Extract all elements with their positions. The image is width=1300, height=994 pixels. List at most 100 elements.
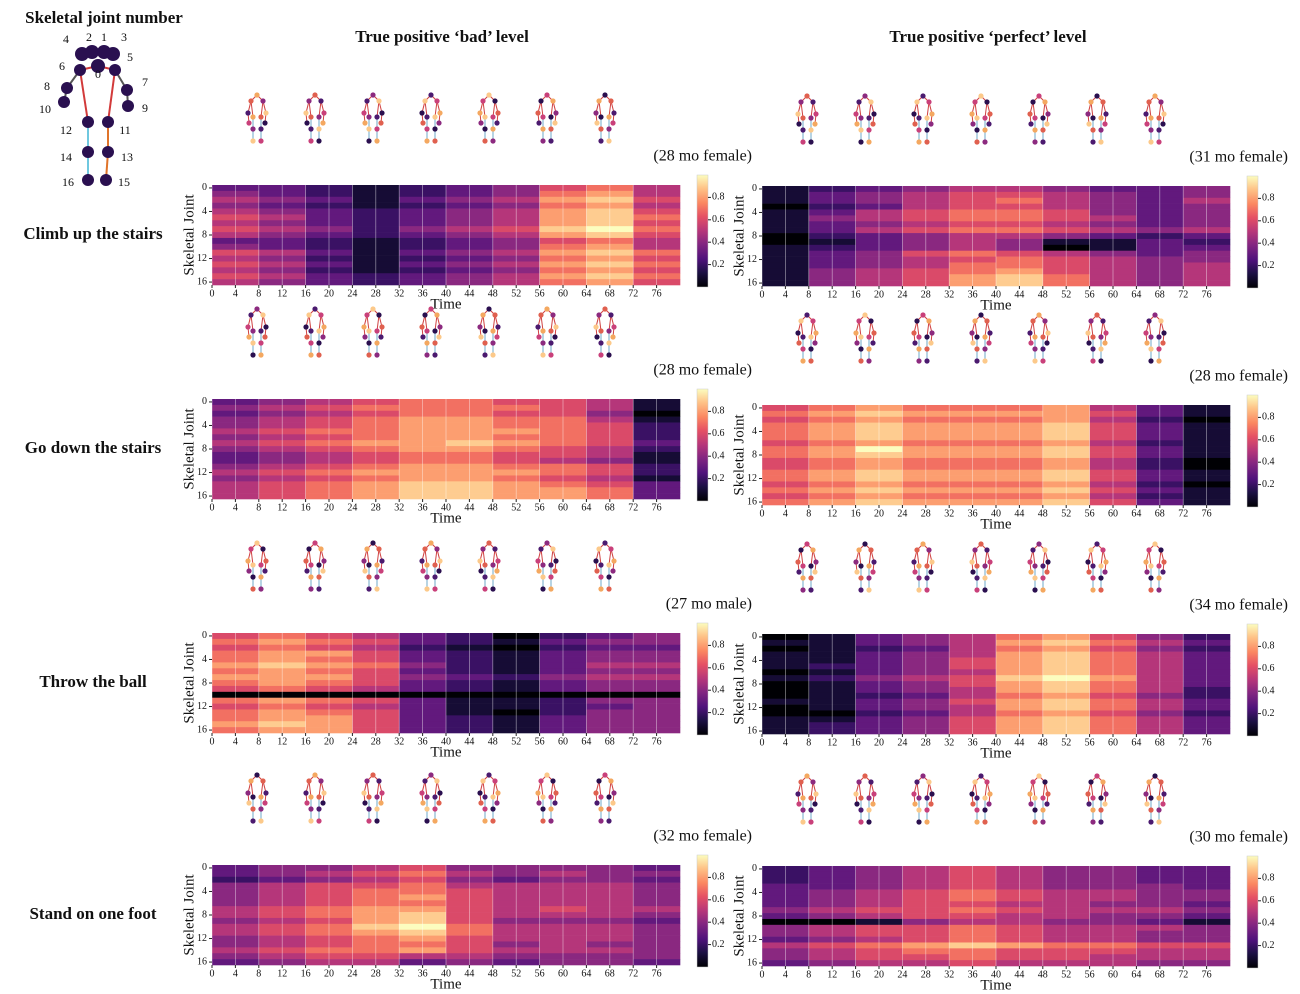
pose-joint — [1045, 559, 1050, 564]
pose-joint — [911, 791, 916, 796]
pose-figure — [361, 306, 384, 357]
x-tick-label: 76 — [1202, 508, 1212, 519]
colorbar-tick-label: 0.6 — [712, 662, 725, 673]
x-tick-label: 44 — [1014, 508, 1024, 519]
pose-figure — [1027, 773, 1050, 824]
x-tick-label: 32 — [944, 508, 954, 519]
pose-joint — [1090, 115, 1095, 120]
pose-joint — [1088, 318, 1093, 323]
pose-joint — [1144, 801, 1149, 806]
pose-joint — [916, 127, 921, 132]
pose-joint — [424, 126, 429, 131]
pose-joint — [548, 562, 553, 567]
pose-joint — [260, 546, 265, 551]
pose-joint — [1090, 139, 1095, 144]
pose-joint — [854, 801, 859, 806]
colorbar-tick-label: 0.6 — [712, 894, 725, 905]
pose-joint — [422, 778, 427, 783]
joint-number: 12 — [60, 123, 72, 137]
pose-joint — [608, 98, 613, 103]
pose-joint — [1040, 819, 1045, 824]
colorbar-tick-label: 0.8 — [1262, 193, 1275, 204]
pose-joint — [928, 340, 933, 345]
pose-joint — [478, 120, 483, 125]
y-tick-label: 0 — [752, 631, 757, 642]
x-tick-label: 36 — [418, 968, 428, 979]
pose-joint — [1098, 587, 1103, 592]
pose-joint — [808, 807, 813, 812]
pose-joint — [1146, 547, 1151, 552]
pose-joint — [424, 818, 429, 823]
colorbar-tick-label: 0.8 — [1262, 641, 1275, 652]
x-tick-label: 20 — [324, 288, 334, 299]
pose-joint — [374, 114, 379, 119]
y-tick-label: 8 — [752, 449, 757, 460]
pose-joint — [535, 324, 540, 329]
pose-joint — [984, 779, 989, 784]
pose-joint — [362, 120, 367, 125]
pose-joint — [800, 575, 805, 580]
pose-joint — [1036, 541, 1041, 546]
pose-joint — [480, 312, 485, 317]
pose-joint — [916, 819, 921, 824]
pose-joint — [928, 121, 933, 126]
pose-joint — [1028, 569, 1033, 574]
pose-joint — [258, 586, 263, 591]
pose-joint — [245, 790, 250, 795]
colorbar-tick-label: 0.2 — [712, 939, 725, 950]
pose-joint — [1090, 563, 1095, 568]
colorbar-tick-label: 0.8 — [1262, 873, 1275, 884]
pose-joint — [494, 334, 499, 339]
x-tick-label: 12 — [827, 737, 837, 748]
x-tick-label: 56 — [535, 968, 545, 979]
x-tick-label: 44 — [1014, 969, 1024, 980]
pose-joint — [245, 110, 250, 115]
x-tick-label: 24 — [897, 289, 907, 300]
pose-joint — [920, 93, 925, 98]
pose-joint — [432, 328, 437, 333]
pose-joint — [912, 801, 917, 806]
pose-joint — [495, 324, 500, 329]
x-tick-label: 48 — [1038, 289, 1048, 300]
pose-joint — [1030, 318, 1035, 323]
x-axis-label: Time — [980, 297, 1011, 313]
pose-joint — [1027, 559, 1032, 564]
pose-joint — [262, 120, 267, 125]
subject-label: (31 mo female) — [1189, 149, 1288, 166]
y-tick-label: 12 — [747, 702, 757, 713]
y-tick-label: 16 — [197, 276, 207, 287]
pose-joint — [246, 800, 251, 805]
pose-joint — [378, 120, 383, 125]
pose-figure — [1143, 93, 1166, 144]
pose-joint — [1156, 795, 1161, 800]
pose-joint — [366, 126, 371, 131]
pose-joint — [312, 540, 317, 545]
y-axis-label: Skeletal Joint — [181, 642, 197, 724]
y-tick-label: 16 — [197, 724, 207, 735]
pose-joint — [596, 98, 601, 103]
pose-joint — [1148, 346, 1153, 351]
pose-joint — [1102, 801, 1107, 806]
x-tick-label: 76 — [652, 968, 662, 979]
pose-joint — [1144, 340, 1149, 345]
pose-joint — [916, 115, 921, 120]
pose-joint — [478, 568, 483, 573]
pose-joint — [924, 563, 929, 568]
x-tick-label: 48 — [1038, 737, 1048, 748]
pose-joint — [1152, 541, 1157, 546]
x-tick-label: 12 — [827, 508, 837, 519]
pose-joint — [437, 790, 442, 795]
pose-joint — [920, 773, 925, 778]
pose-joint — [424, 574, 429, 579]
pose-joint — [376, 546, 381, 551]
x-tick-label: 28 — [371, 968, 381, 979]
pose-figure — [245, 306, 268, 357]
pose-joint — [912, 569, 917, 574]
pose-joint — [1032, 575, 1037, 580]
y-tick-label: 4 — [202, 420, 207, 431]
pose-joint — [424, 114, 429, 119]
x-axis-label: Time — [980, 516, 1011, 532]
pose-joint — [495, 558, 500, 563]
pose-joint — [1148, 334, 1153, 339]
pose-joint — [308, 126, 313, 131]
